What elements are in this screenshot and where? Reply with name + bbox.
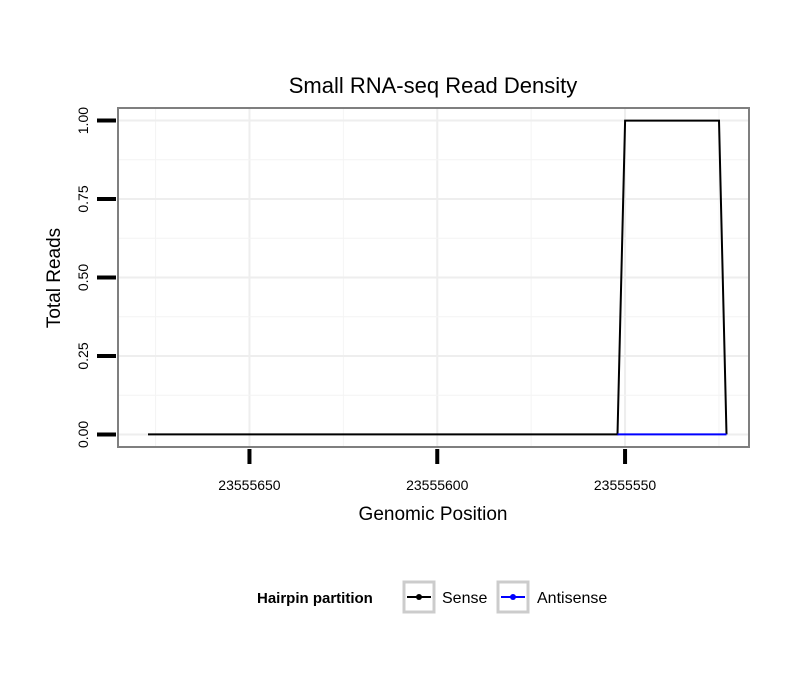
legend-point-antisense bbox=[510, 594, 516, 600]
y-tick-label: 0.50 bbox=[75, 264, 91, 291]
y-axis-title: Total Reads bbox=[44, 228, 65, 328]
legend-title: Hairpin partition bbox=[257, 590, 373, 607]
y-tick-label: 0.25 bbox=[75, 342, 91, 369]
x-axis-title: Genomic Position bbox=[359, 504, 508, 525]
y-tick-label: 1.00 bbox=[75, 107, 91, 134]
legend-label-sense: Sense bbox=[442, 590, 487, 607]
plot-panel bbox=[118, 108, 749, 447]
y-tick-label: 0.75 bbox=[75, 185, 91, 212]
series-line-sense bbox=[148, 119, 728, 436]
y-gridlines bbox=[118, 119, 749, 436]
series-layer bbox=[148, 119, 728, 436]
legend-point-sense bbox=[416, 594, 422, 600]
x-tick-label: 23555650 bbox=[218, 477, 281, 493]
panel-border bbox=[117, 107, 750, 448]
x-axis-ticks: 23555650 23555600 23555550 bbox=[218, 449, 656, 493]
chart-title: Small RNA-seq Read Density bbox=[289, 73, 578, 98]
legend: Hairpin partition Sense Antisense bbox=[257, 580, 607, 614]
y-axis-ticks: 0.00 0.25 0.50 0.75 1.00 bbox=[75, 107, 116, 448]
legend-label-antisense: Antisense bbox=[537, 590, 607, 607]
legend-item-sense[interactable]: Sense bbox=[402, 580, 487, 614]
x-tick-label: 23555600 bbox=[406, 477, 469, 493]
x-tick-label: 23555550 bbox=[594, 477, 657, 493]
legend-item-antisense[interactable]: Antisense bbox=[496, 580, 607, 614]
y-tick-label: 0.00 bbox=[75, 421, 91, 448]
